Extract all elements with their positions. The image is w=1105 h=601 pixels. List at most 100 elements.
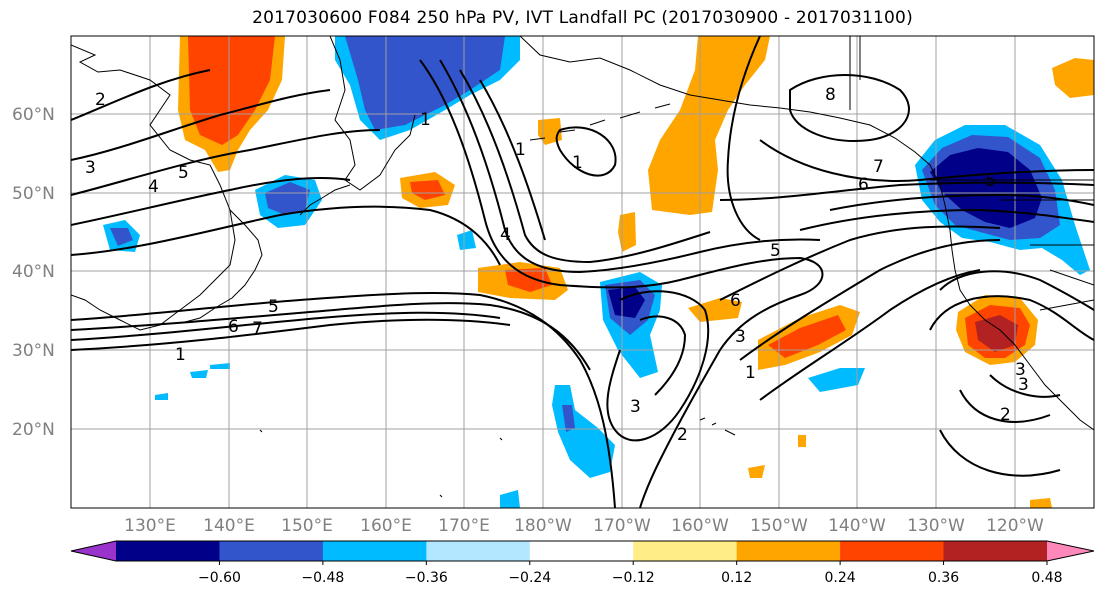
positive-anomaly (1030, 498, 1052, 508)
map-panel: 2 3 4 5 1 1 4 1 3 2 3 6 5 1 3 8 7 6 5 3 (70, 35, 1095, 509)
contour-line (739, 239, 1001, 361)
colorbar-extend-min (71, 541, 116, 561)
contour-label: 7 (873, 157, 884, 177)
contour-line (71, 129, 381, 196)
colorbar-segment (736, 541, 841, 561)
lon-label: 160°W (671, 516, 729, 536)
contour-label: 2 (95, 90, 106, 110)
lon-label: 130°W (907, 516, 965, 536)
contour-line (939, 429, 1061, 477)
negative-anomaly (155, 393, 168, 400)
contour-label: 6 (228, 317, 239, 337)
colorbar-tick-label: 0.24 (825, 570, 856, 586)
lon-label: 170°E (438, 516, 490, 536)
negative-anomaly (500, 490, 520, 508)
colorbar-segment (219, 541, 324, 561)
japan-coast (184, 209, 263, 323)
colorbar-segment (633, 541, 738, 561)
lon-label: 140°W (828, 516, 886, 536)
contour-line (959, 389, 1051, 423)
map-frame (70, 35, 1095, 509)
lon-label: 140°E (203, 516, 255, 536)
contour-line (719, 225, 1001, 301)
state-lines (1000, 199, 1094, 311)
negative-anomaly (210, 363, 230, 369)
negative-anomaly (265, 182, 310, 215)
negative-anomaly (457, 230, 476, 250)
contour-line (606, 290, 710, 442)
contour-label: 4 (500, 225, 511, 245)
contour-line (639, 315, 687, 396)
colorbar-segment (426, 541, 531, 561)
contour-label: 4 (148, 177, 159, 197)
contour-label: 3 (1015, 360, 1026, 380)
contour-labels: 2 3 4 5 1 1 4 1 3 2 3 6 5 1 3 8 7 6 5 3 (85, 85, 1029, 445)
lat-label-50n: 50°N (12, 184, 55, 204)
lon-label: 160°E (360, 516, 412, 536)
contour-line (829, 193, 1094, 211)
graticule (71, 36, 1094, 508)
colorbar-tick-label: 0.48 (1031, 570, 1062, 586)
lat-label-30n: 30°N (12, 341, 55, 361)
colorbar-segment (943, 541, 1048, 561)
contour-label: 5 (985, 171, 996, 191)
colorbar: −0.60 −0.48 −0.36 −0.24 −0.12 0.12 0.24 0.36 0.4… (70, 540, 1095, 586)
contour-line (71, 89, 331, 161)
contour-line (789, 74, 910, 142)
contour-label: 2 (677, 425, 688, 445)
lat-label-60n: 60°N (12, 105, 55, 125)
contour-line (759, 139, 1094, 182)
negative-anomaly (190, 370, 208, 378)
contour-label: 3 (735, 327, 746, 347)
colorbar-extend-max (1047, 541, 1094, 561)
positive-anomaly (410, 180, 445, 200)
colorbar-tick-label: −0.48 (301, 570, 344, 586)
colorbar-tick-label: −0.24 (508, 570, 551, 586)
contour-label: 8 (825, 85, 836, 105)
contour-label: 1 (175, 345, 186, 365)
lat-label-40n: 40°N (12, 262, 55, 282)
positive-anomaly (975, 315, 1018, 352)
lon-label: 130°E (124, 516, 176, 536)
colorbar-segment (529, 541, 634, 561)
hawaii (699, 417, 736, 436)
colorbar-segment (116, 541, 220, 561)
contour-label: 1 (515, 140, 526, 160)
kamchatka-coast (329, 36, 416, 191)
negative-anomaly (345, 36, 505, 130)
contour-label: 5 (178, 163, 189, 183)
contour-label: 3 (1018, 375, 1029, 395)
latitude-labels: 60°N 50°N 40°N 30°N 20°N (12, 105, 55, 440)
contour-line (419, 59, 824, 508)
contour-label: 2 (1000, 405, 1011, 425)
negative-anomaly (930, 148, 1042, 228)
contour-line (555, 126, 617, 177)
contour-line (71, 177, 351, 226)
negative-anomaly (110, 228, 133, 246)
colorbar-tick-label: −0.36 (405, 570, 448, 586)
positive-anomaly (748, 465, 765, 478)
contour-line (459, 69, 711, 264)
colorbar-segment (840, 541, 945, 561)
map-title: 2017030600 F084 250 hPa PV, IVT Landfall… (252, 8, 913, 28)
contour-line (989, 374, 1061, 398)
lon-label: 170°W (593, 516, 651, 536)
colorbar-tick-label: 0.12 (721, 570, 752, 586)
contour-label: 6 (858, 175, 869, 195)
asia-coast (71, 44, 236, 331)
contour-label: 5 (770, 241, 781, 261)
colorbar-tick-label: 0.36 (928, 570, 959, 586)
contour-line (439, 59, 821, 274)
contours (71, 36, 1094, 508)
contour-label: 7 (252, 319, 263, 339)
colorbar-outline (70, 540, 1095, 562)
aleutian-chain (529, 103, 671, 141)
contour-label: 5 (268, 297, 279, 317)
contour-line (71, 302, 591, 371)
lat-label-20n: 20°N (12, 420, 55, 440)
contour-line (726, 36, 761, 241)
contour-line (71, 311, 501, 341)
contour-line (71, 318, 511, 351)
colorbar-segment (322, 541, 427, 561)
